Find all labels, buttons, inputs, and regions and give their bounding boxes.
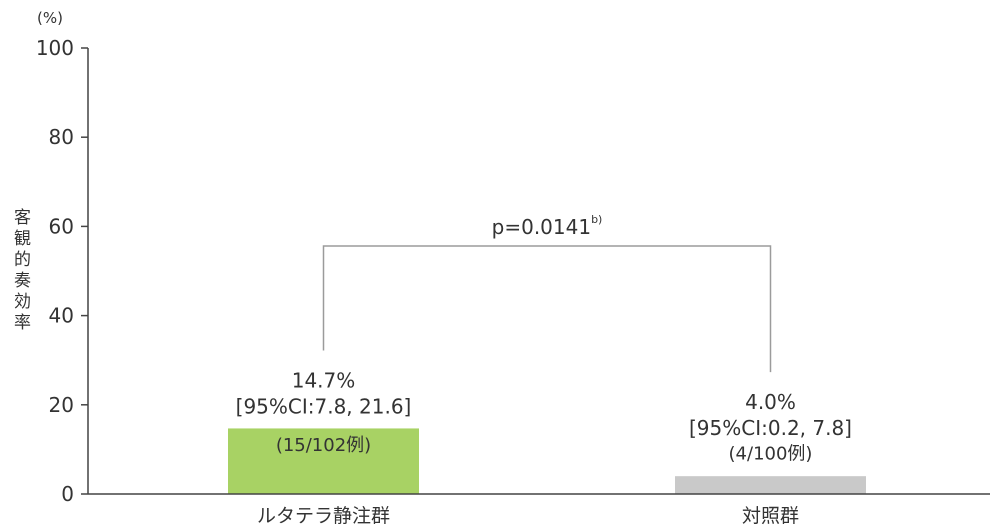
x-category-label: 対照群 bbox=[742, 505, 799, 527]
p-value-label: p=0.0141 bbox=[492, 215, 591, 239]
bar-value-label: 14.7% bbox=[292, 368, 356, 392]
bar-ci-label: [95%CI:0.2, 7.8] bbox=[689, 416, 852, 440]
bar-value-label: 4.0% bbox=[745, 390, 796, 414]
significance-bracket bbox=[322, 245, 772, 373]
y-tick-label: 40 bbox=[49, 304, 74, 328]
bar-n-label: (15/102例) bbox=[276, 435, 371, 456]
p-value-annotation: p=0.0141b) bbox=[492, 213, 603, 240]
y-tick-label: 60 bbox=[49, 214, 74, 238]
bar-2 bbox=[675, 476, 866, 494]
p-value-footnote: b) bbox=[591, 213, 602, 226]
y-axis-label: 客観的奏効率 bbox=[10, 208, 30, 334]
bar-ci-label: [95%CI:7.8, 21.6] bbox=[236, 394, 412, 418]
y-tick-label: 0 bbox=[61, 482, 74, 506]
x-category-label: ルタテラ静注群 bbox=[257, 505, 390, 527]
y-tick-label: 100 bbox=[36, 36, 74, 60]
bar-1 bbox=[228, 428, 419, 494]
bar-n-label: (4/100例) bbox=[729, 444, 813, 465]
y-tick-label: 80 bbox=[49, 125, 74, 149]
y-axis-unit: (%) bbox=[37, 9, 63, 27]
y-tick-label: 20 bbox=[49, 393, 74, 417]
